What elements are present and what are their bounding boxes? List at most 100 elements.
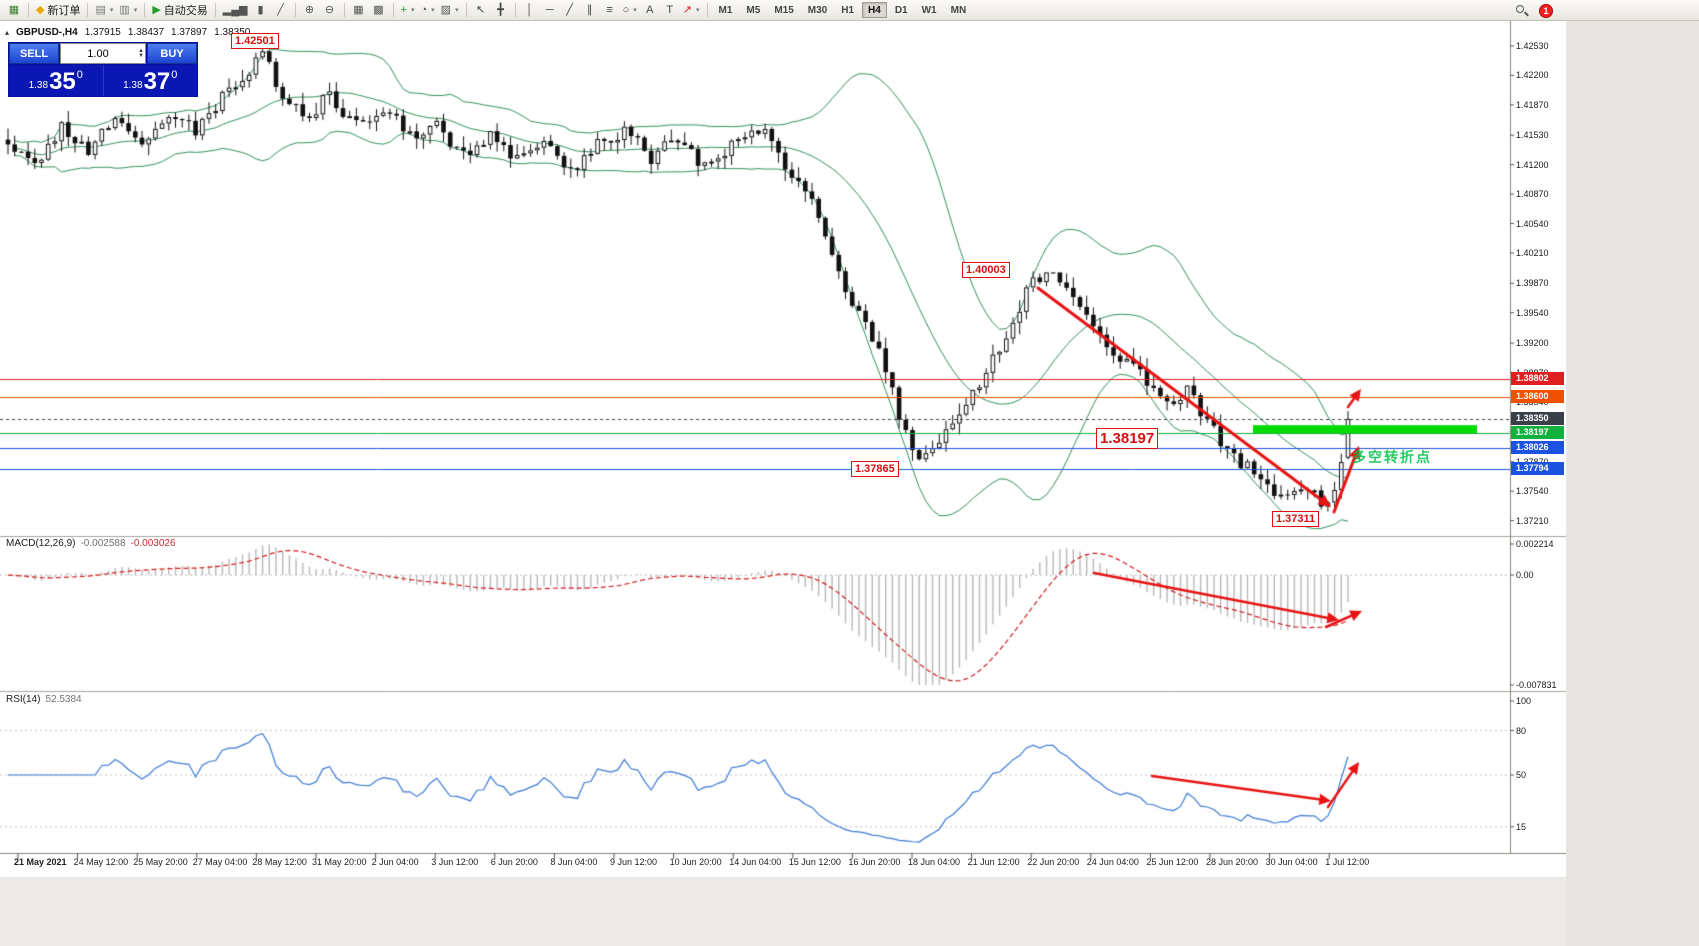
text-label-icon: T: [666, 4, 674, 16]
date-label: 24 May 12:00: [73, 857, 129, 867]
toolbar-right-group: 1: [1514, 3, 1553, 19]
chart-window: [0, 21, 1566, 946]
date-label: 15 Jun 12:00: [788, 857, 841, 867]
horizontal-line-icon: ─: [545, 4, 554, 16]
one-click-trading-panel: SELL ▲ ▼ BUY 1.38 35 0 1.38 37 0: [8, 42, 198, 97]
dropdown-caret-icon: ▾: [633, 7, 637, 14]
candle-chart-icon: ▮: [257, 4, 264, 16]
trendline-button[interactable]: ╱: [560, 1, 580, 19]
templates-button[interactable]: ▨ ▾: [438, 1, 462, 19]
text-button[interactable]: A: [640, 1, 660, 19]
toolbar-separator: [706, 3, 708, 17]
buy-button[interactable]: BUY: [147, 43, 197, 64]
ohlc-open: 1.37915: [84, 27, 121, 38]
search-icon[interactable]: [1514, 3, 1530, 19]
horizontal-line-button[interactable]: ─: [540, 1, 560, 19]
cursor-icon: ↖: [475, 4, 486, 16]
bar-chart-button[interactable]: ▂▄▆: [220, 1, 251, 19]
date-label: 31 May 20:00: [312, 857, 367, 867]
dropdown-caret-icon: ▾: [410, 7, 415, 14]
new-order-icon: ◆: [36, 4, 45, 16]
rsi-axis-label: 100: [1516, 696, 1532, 706]
price-level-tag: 1.38600: [1511, 390, 1564, 404]
toolbar-separator: [392, 3, 394, 17]
cascade-windows-button[interactable]: ▩: [369, 1, 389, 19]
one-click-toggle-icon[interactable]: ▴: [5, 28, 10, 37]
add-indicator-icon: +: [400, 4, 407, 16]
lot-size-input[interactable]: [61, 44, 145, 63]
text-label-button[interactable]: T: [660, 1, 680, 19]
date-label: 30 Jun 04:00: [1265, 857, 1318, 867]
profiles-button[interactable]: ▥ ▾: [116, 1, 140, 19]
price-chart-canvas[interactable]: [0, 21, 1566, 946]
app-icon[interactable]: ▦: [4, 1, 24, 19]
macd-axis-label: 0.00: [1516, 570, 1534, 581]
lot-increase-icon[interactable]: ▲: [138, 47, 144, 54]
timeframe-button-h4[interactable]: H4: [862, 2, 887, 18]
dropdown-caret-icon: ▾: [455, 7, 459, 14]
buy-price[interactable]: 1.38 37 0: [102, 65, 198, 96]
price-level-tag: 1.38197: [1511, 426, 1564, 440]
arrow-tool-button[interactable]: ↗ ▾: [680, 1, 703, 19]
shapes-icon: ○: [622, 4, 630, 16]
dropdown-caret-icon: ▾: [431, 7, 435, 14]
symbol-info: ▴ GBPUSD-,H4 1.37915 1.38437 1.37897 1.3…: [5, 27, 250, 38]
timeframe-button-h1[interactable]: H1: [841, 5, 855, 16]
app-icon-icon: ▦: [8, 4, 20, 16]
timeframe-button-m1[interactable]: M1: [718, 5, 733, 16]
price-axis-label: 1.37870: [1516, 457, 1549, 467]
vertical-line-icon: │: [526, 4, 534, 16]
timeframe-button-m30[interactable]: M30: [807, 5, 828, 16]
date-label: 27 May 04:00: [192, 857, 248, 867]
timeframe-button-m5[interactable]: M5: [746, 5, 761, 16]
crosshair-icon: ╋: [497, 4, 504, 16]
line-chart-button[interactable]: ╱: [271, 1, 291, 19]
zoom-out-button[interactable]: ⊖: [320, 1, 340, 19]
notification-badge[interactable]: 1: [1539, 4, 1553, 18]
cursor-button[interactable]: ↖: [471, 1, 491, 19]
vertical-line-button[interactable]: │: [520, 1, 540, 19]
symbol-timeframe-label: GBPUSD-,H4: [16, 27, 78, 38]
fibonacci-button[interactable]: ≡: [600, 1, 620, 19]
macd-indicator-label: MACD(12,26,9) -0.002588 -0.003026: [6, 538, 176, 549]
price-level-tag: 1.38026: [1511, 441, 1564, 455]
templates-icon: ▨: [440, 4, 452, 16]
date-label: 10 Jun 20:00: [669, 857, 722, 867]
timeframe-button-w1[interactable]: W1: [921, 5, 937, 16]
line-chart-icon: ╱: [277, 4, 284, 16]
price-axis-label: 1.41200: [1516, 159, 1549, 170]
date-label: 14 Jun 04:00: [729, 857, 782, 867]
channel-button[interactable]: ∥: [580, 1, 600, 19]
zoom-out-icon: ⊖: [324, 4, 335, 16]
crosshair-button[interactable]: ╋: [491, 1, 511, 19]
rsi-axis-label: 50: [1516, 770, 1527, 780]
charts-toggle-button[interactable]: ▤ ▾: [92, 1, 116, 19]
new-order-button[interactable]: ◆ 新订单: [33, 1, 83, 19]
toolbar-separator: [28, 3, 29, 17]
auto-trading-button[interactable]: ▶ 自动交易: [149, 1, 210, 19]
sell-price[interactable]: 1.38 35 0: [28, 68, 83, 95]
price-axis-label: 1.42200: [1516, 70, 1549, 81]
candle-chart-button[interactable]: ▮: [251, 1, 271, 19]
sell-button[interactable]: SELL: [9, 43, 59, 64]
timeframe-button-mn[interactable]: MN: [950, 5, 967, 16]
fibonacci-icon: ≡: [606, 4, 613, 16]
price-level-tag: 1.37794: [1511, 462, 1564, 475]
date-label: 6 Jun 20:00: [490, 857, 538, 867]
zoom-in-button[interactable]: ⊕: [300, 1, 320, 19]
date-label: 28 May 12:00: [252, 857, 307, 867]
macd-axis-label: 0.002214: [1516, 539, 1554, 549]
price-axis-label: 1.40540: [1516, 218, 1549, 229]
add-indicator-button[interactable]: + ▾: [398, 1, 418, 19]
timeframe-button-d1[interactable]: D1: [894, 5, 908, 16]
tile-windows-button[interactable]: ▦: [349, 1, 369, 19]
lot-decrease-icon[interactable]: ▼: [138, 52, 144, 59]
price-annotation: 1.38197: [1096, 428, 1159, 449]
charts-toggle-icon: ▤: [95, 4, 106, 16]
toolbar-separator: [514, 3, 516, 17]
date-label: 22 Jun 20:00: [1027, 857, 1080, 867]
periods-button[interactable]: ◔ ▾: [418, 1, 438, 19]
shapes-button[interactable]: ○ ▾: [620, 1, 640, 19]
timeframe-button-m15[interactable]: M15: [774, 5, 794, 16]
date-label: 25 May 20:00: [133, 857, 188, 867]
